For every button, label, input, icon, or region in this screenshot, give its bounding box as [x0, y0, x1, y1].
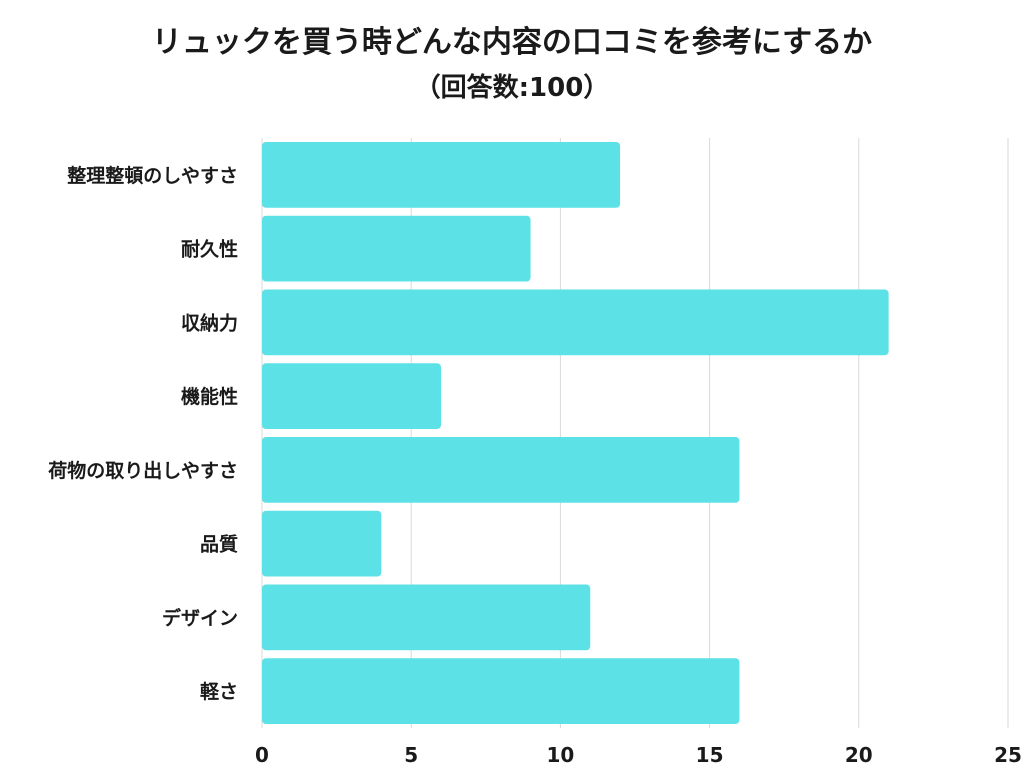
bar-5 — [262, 510, 382, 577]
bar-2 — [262, 289, 889, 356]
category-label-3: 機能性 — [181, 385, 238, 408]
bar-4 — [262, 437, 740, 503]
x-tick-label-3: 15 — [696, 743, 724, 767]
chart-title: リュックを買う時どんな内容の口コミを参考にするか — [152, 25, 872, 60]
x-tick-label-4: 20 — [845, 743, 873, 767]
category-label-4: 荷物の取り出しやすさ — [48, 459, 238, 482]
category-label-1: 耐久性 — [181, 238, 238, 261]
category-label-5: 品質 — [200, 533, 238, 556]
category-label-2: 収納力 — [181, 311, 238, 334]
x-tick-label-1: 5 — [404, 743, 418, 767]
x-tick-label-5: 25 — [994, 743, 1022, 767]
bar-1 — [262, 215, 531, 282]
x-tick-label-2: 10 — [546, 743, 574, 767]
bar-0 — [262, 142, 621, 208]
bar-3 — [262, 363, 442, 429]
x-tick-label-0: 0 — [255, 743, 269, 767]
bar-7 — [262, 658, 740, 724]
category-label-6: デザイン — [162, 606, 238, 629]
tick-label-layer: 0 5 10 15 20 25 — [255, 743, 1022, 767]
category-label-7: 軽さ — [200, 681, 238, 703]
bar-layer — [262, 142, 889, 724]
chart-subtitle: （回答数:100） — [415, 72, 610, 103]
bar-6 — [262, 584, 591, 651]
category-label-0: 整理整頓のしやすさ — [67, 164, 238, 187]
